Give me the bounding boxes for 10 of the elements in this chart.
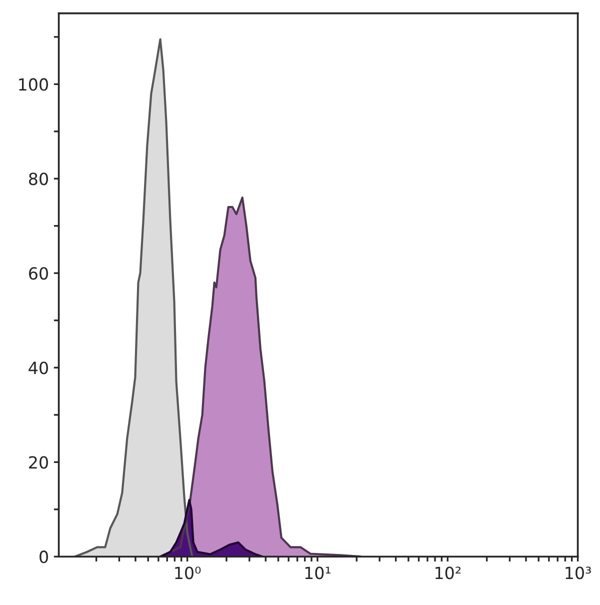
y-tick-label: 100 <box>19 78 48 91</box>
y-tick-label: 0 <box>40 550 48 564</box>
x-tick-label: 10² <box>436 566 461 580</box>
y-tick-label: 60 <box>29 267 48 280</box>
y-tick-label: 40 <box>28 362 48 374</box>
x-tick-label: 10¹ <box>305 566 330 580</box>
y-tick-label: 20 <box>29 456 48 469</box>
x-tick-label: 10⁰ <box>175 566 201 580</box>
x-tick-label: 10³ <box>566 566 591 580</box>
y-tick-label: 80 <box>29 172 48 186</box>
